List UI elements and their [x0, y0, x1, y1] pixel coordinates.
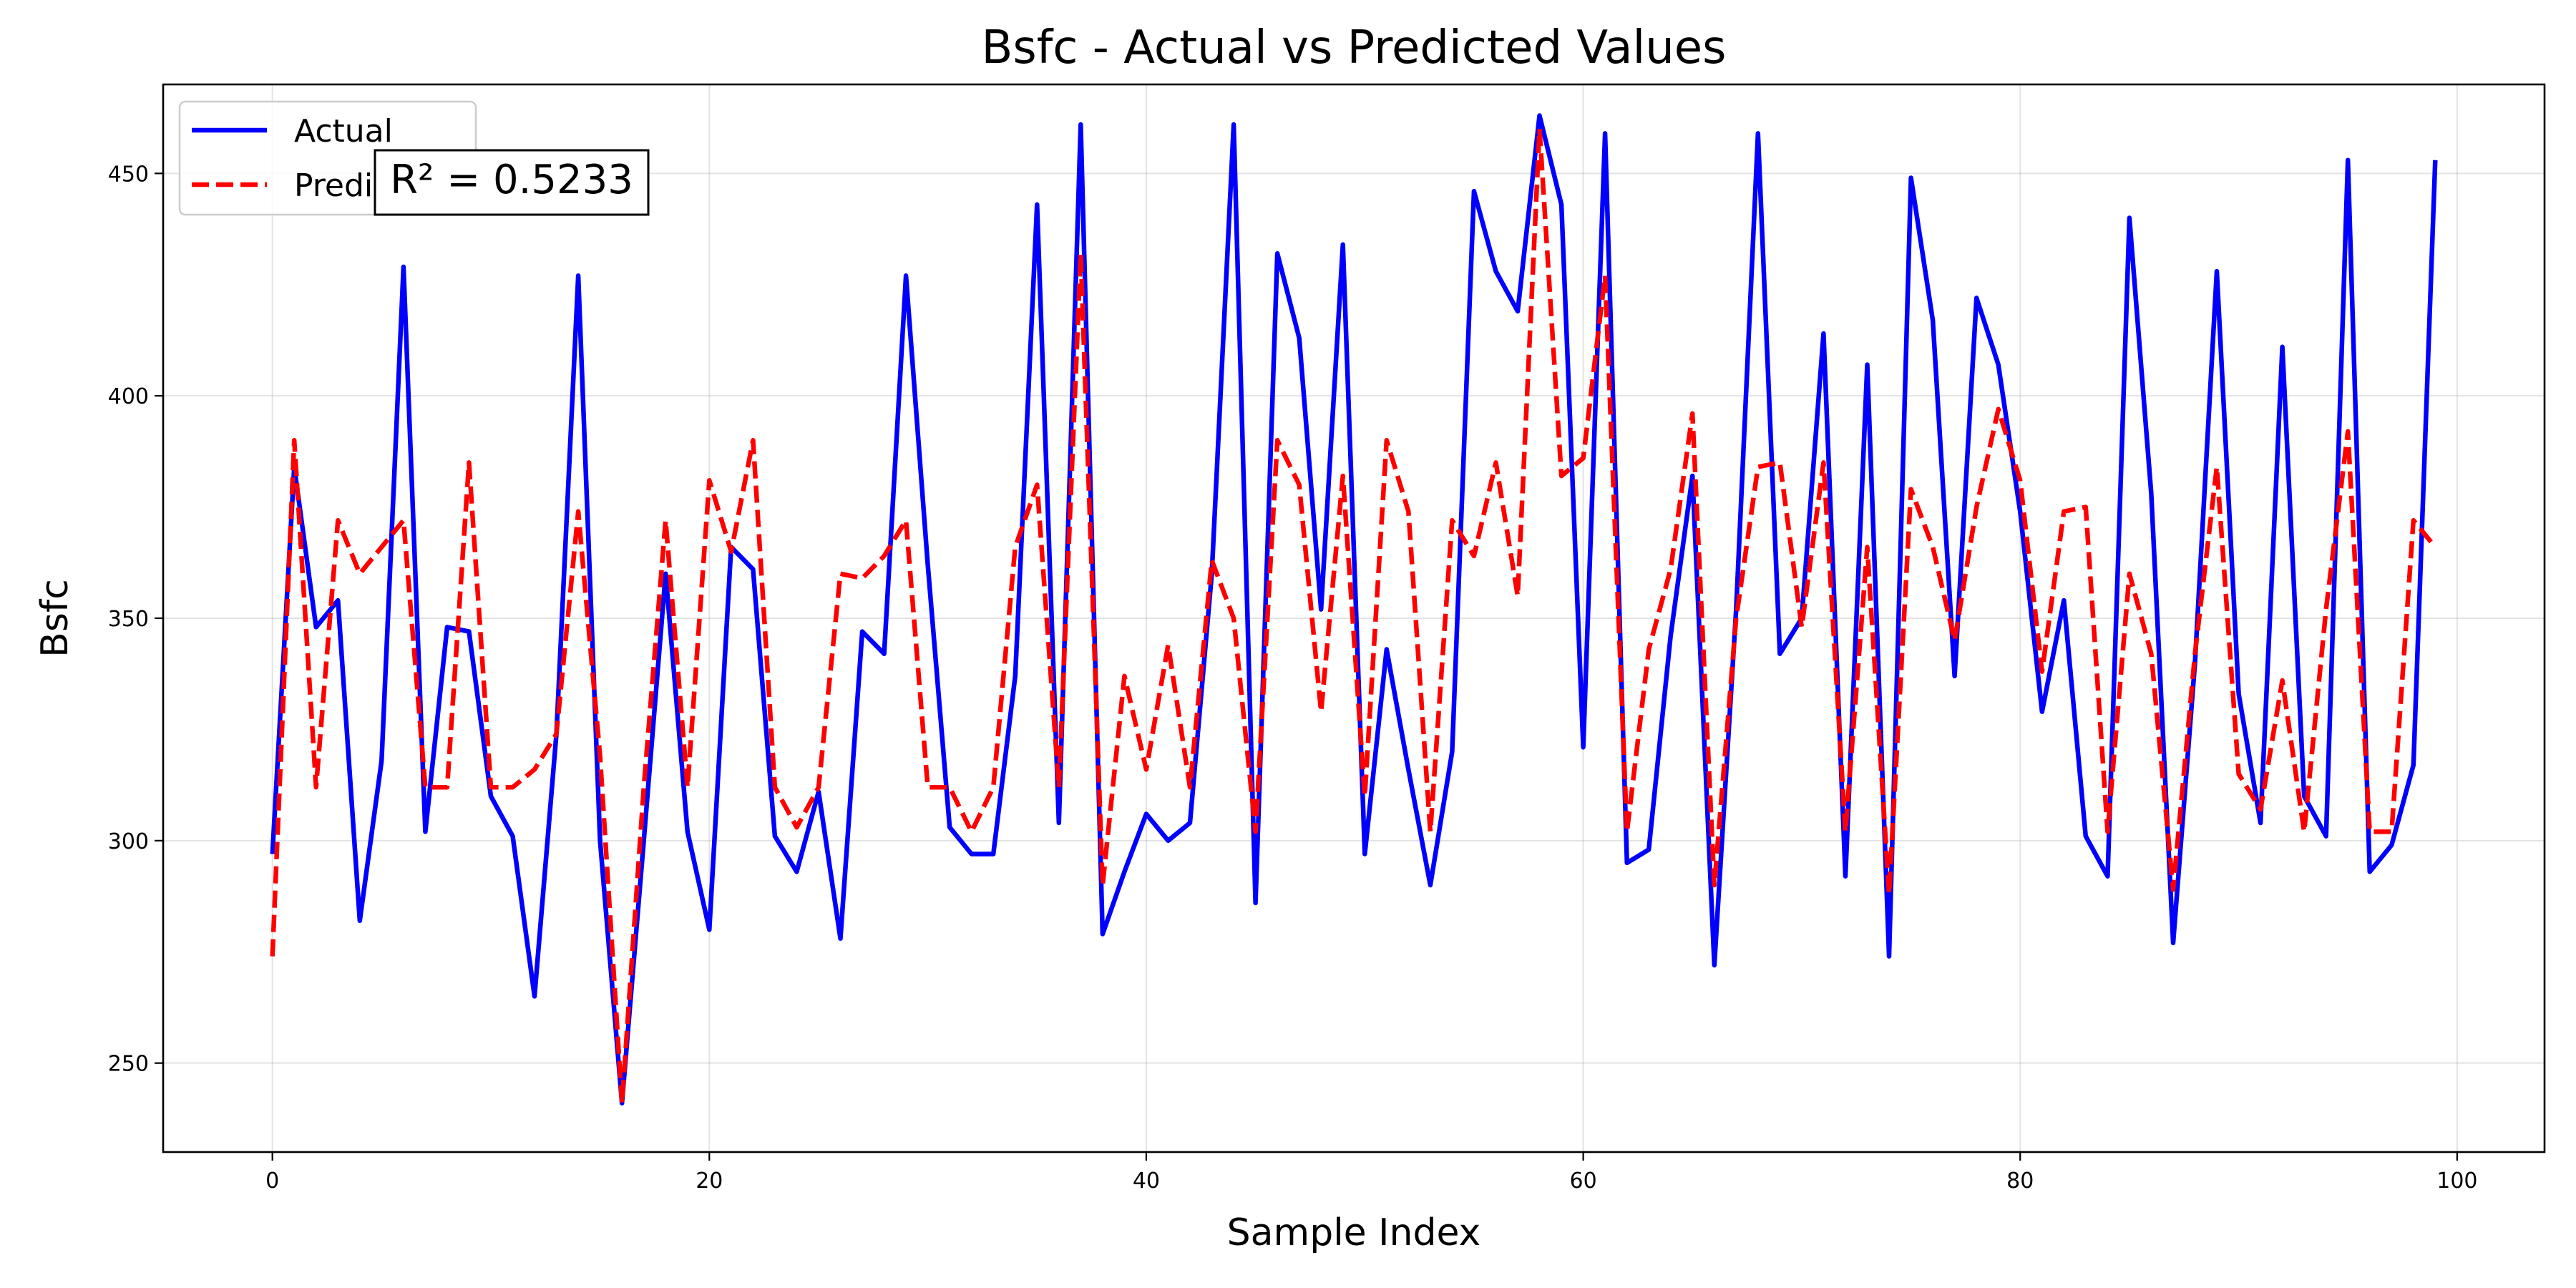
r2-annotation-text: R² = 0.5233	[390, 157, 633, 203]
r2-annotation: R² = 0.5233	[374, 149, 650, 216]
series-line-predicted	[270, 126, 2437, 1106]
y-tick-label: 450	[108, 162, 149, 187]
y-tick-label: 400	[108, 384, 149, 409]
chart-title: Bsfc - Actual vs Predicted Values	[981, 21, 1726, 74]
y-tick-label: 300	[108, 829, 149, 854]
x-tick-label: 40	[1133, 1169, 1160, 1194]
x-tick-label: 20	[696, 1169, 723, 1194]
legend-label-actual: Actual	[294, 113, 393, 150]
x-tick-label: 80	[2006, 1169, 2034, 1194]
r2-annotation-box	[374, 149, 650, 216]
x-tick-label: 100	[2436, 1169, 2477, 1194]
y-tick-label: 350	[108, 607, 149, 632]
x-tick-label: 0	[265, 1169, 279, 1194]
y-tick-label: 250	[108, 1052, 149, 1077]
y-axis-title: Bsfc	[34, 579, 77, 658]
series-lines	[270, 113, 2438, 1106]
axis-ticks: 0 20 40 60 80 100 250 300 350 400 450	[108, 162, 2478, 1194]
x-tick-label: 60	[1569, 1169, 1596, 1194]
x-axis-title: Sample Index	[1227, 1211, 1481, 1254]
